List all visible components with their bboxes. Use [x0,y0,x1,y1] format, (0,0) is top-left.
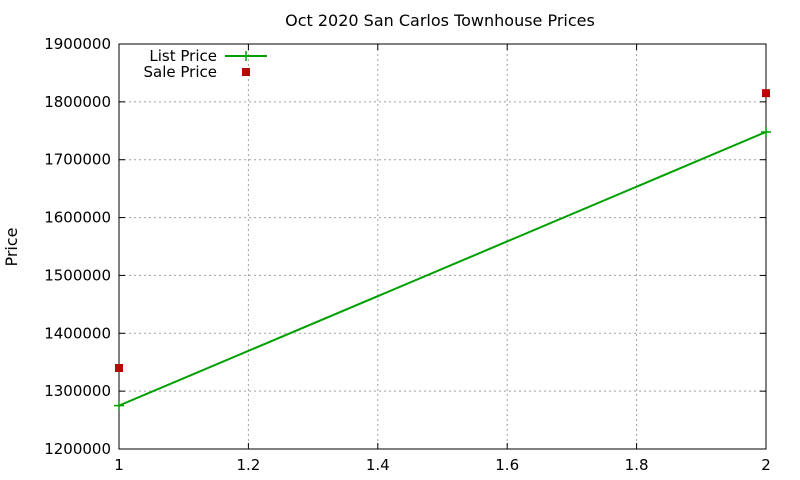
y-tick-label: 1900000 [44,35,111,53]
y-tick-label: 1200000 [44,440,111,458]
legend-label-list-price: List Price [149,47,217,65]
y-tick-label: 1300000 [44,382,111,400]
point-sale-price [762,89,770,98]
y-axis-label: Price [2,227,21,266]
y-tick-label: 1600000 [44,209,111,227]
series [114,89,771,411]
x-tick-label: 1.6 [495,456,519,474]
y-tick-label: 1800000 [44,93,111,111]
grid [119,44,766,449]
point-list-price [761,126,771,137]
series-line-list-price [118,131,767,407]
x-tick-label: 1 [114,456,124,474]
plot-frame [118,43,767,450]
chart-title: Oct 2020 San Carlos Townhouse Prices [285,11,595,30]
x-tick-label: 1.8 [625,456,649,474]
point-list-price [114,400,124,411]
point-sale-price [115,364,123,372]
x-tick-label: 1.2 [236,456,260,474]
legend: List Price Sale Price [144,47,267,81]
legend-marker-list-price [241,51,251,61]
x-tick-label: 2 [761,456,771,474]
legend-label-sale-price: Sale Price [144,63,217,81]
y-tick-label: 1700000 [44,151,111,169]
legend-marker-sale-price [242,68,250,76]
y-tick-label: 1400000 [44,324,111,342]
x-tick-label: 1.4 [366,456,390,474]
y-tick-label: 1500000 [44,266,111,284]
axis-ticks: 1 1.2 1.4 1.6 1.8 2 1200000 1300000 1400000 15000… [44,35,771,474]
